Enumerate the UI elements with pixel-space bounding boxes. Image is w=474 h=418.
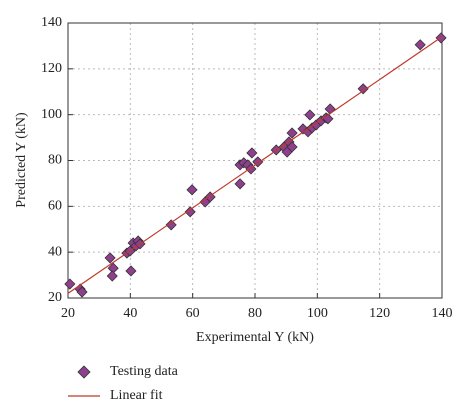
data-point <box>64 278 76 290</box>
x-tick-label: 60 <box>186 306 200 321</box>
data-point <box>234 178 246 190</box>
plot-frame <box>67 22 443 299</box>
legend-label: Testing data <box>110 364 179 379</box>
x-tick-label: 40 <box>123 306 137 321</box>
data-point <box>76 286 88 298</box>
data-point <box>324 103 336 115</box>
data-point <box>125 265 137 277</box>
y-tick-label: 20 <box>48 290 62 305</box>
data-point <box>165 219 177 231</box>
fit-line <box>67 36 443 294</box>
y-axis-label: Predicted Y (kN) <box>14 112 29 208</box>
y-tick-label: 120 <box>41 61 62 76</box>
data-point <box>246 147 258 159</box>
data-point <box>106 270 118 282</box>
x-tick-label: 80 <box>248 306 262 321</box>
y-tick-label: 140 <box>41 15 62 30</box>
data-point <box>414 39 426 51</box>
legend-marker <box>77 365 91 379</box>
x-tick-label: 140 <box>432 306 453 321</box>
data-point <box>286 127 298 139</box>
data-point <box>357 83 369 95</box>
y-tick-label: 80 <box>48 153 62 168</box>
y-tick-label: 60 <box>48 199 62 214</box>
x-tick-label: 20 <box>61 306 75 321</box>
data-point <box>304 109 316 121</box>
x-axis-label: Experimental Y (kN) <box>196 330 314 345</box>
data-point <box>104 252 116 264</box>
data-point <box>184 206 196 218</box>
data-point <box>186 184 198 196</box>
x-tick-label: 120 <box>369 306 390 321</box>
x-tick-label: 100 <box>307 306 328 321</box>
legend-label: Linear fit <box>110 388 163 403</box>
data-point <box>297 123 309 135</box>
data-point <box>286 141 298 153</box>
y-tick-label: 100 <box>41 107 62 122</box>
y-tick-label: 40 <box>48 244 62 259</box>
